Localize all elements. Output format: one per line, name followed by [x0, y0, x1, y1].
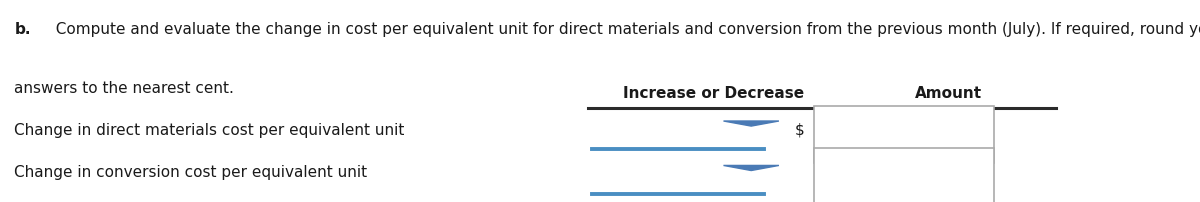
Text: answers to the nearest cent.: answers to the nearest cent.: [14, 81, 234, 96]
Text: Compute and evaluate the change in cost per equivalent unit for direct materials: Compute and evaluate the change in cost …: [46, 22, 1200, 37]
Text: Change in direct materials cost per equivalent unit: Change in direct materials cost per equi…: [14, 123, 404, 138]
Text: Change in conversion cost per equivalent unit: Change in conversion cost per equivalent…: [14, 165, 367, 180]
Polygon shape: [724, 165, 779, 170]
Text: Increase or Decrease: Increase or Decrease: [624, 86, 804, 101]
Text: $: $: [794, 123, 804, 138]
Polygon shape: [724, 121, 779, 126]
FancyBboxPatch shape: [814, 148, 994, 202]
Text: Amount: Amount: [914, 86, 982, 101]
FancyBboxPatch shape: [814, 106, 994, 163]
Text: b.: b.: [14, 22, 31, 37]
